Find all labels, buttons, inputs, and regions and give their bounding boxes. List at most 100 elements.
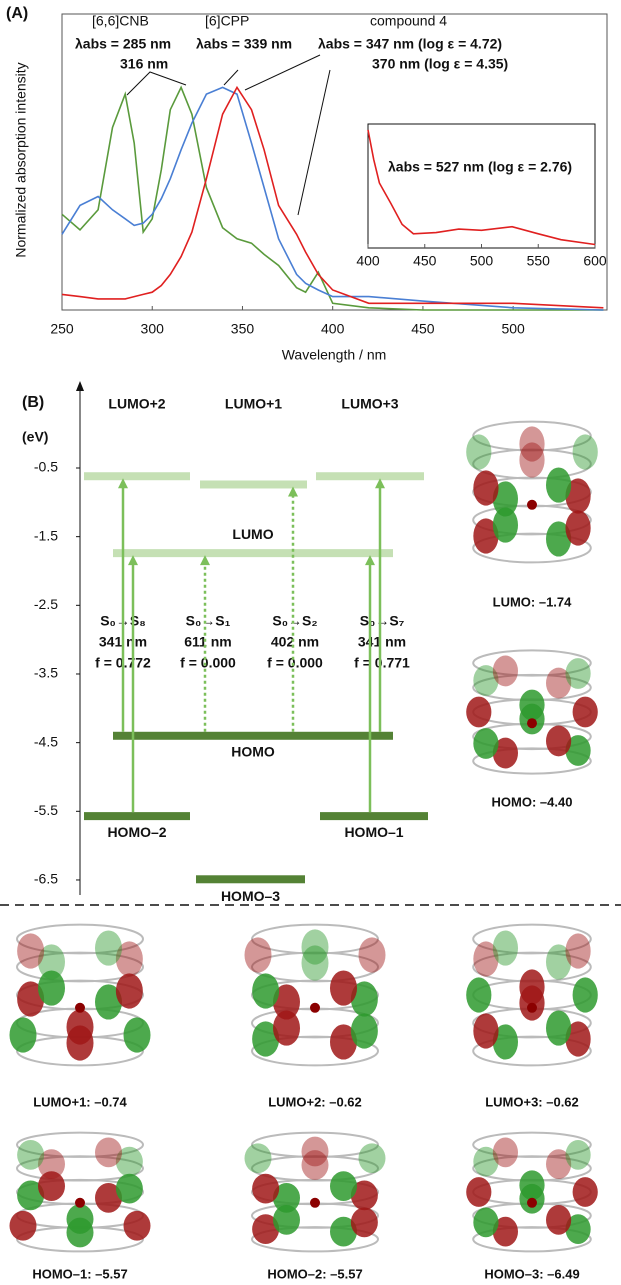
lobe bbox=[493, 930, 518, 965]
orbital-caption: LUMO: –1.74 bbox=[493, 594, 573, 609]
orbital-image bbox=[466, 1133, 598, 1252]
x-tick-label: 350 bbox=[231, 321, 255, 337]
level-label: HOMO–3 bbox=[221, 888, 280, 904]
atom bbox=[527, 1003, 537, 1013]
annotation: λabs = 347 nm (log ε = 4.72) bbox=[318, 36, 502, 52]
x-tick-label: 400 bbox=[321, 321, 345, 337]
lobe bbox=[95, 930, 122, 965]
transition-text: f = 0.771 bbox=[354, 655, 410, 671]
lobe bbox=[124, 1017, 151, 1052]
transition-text: S₀→S₇ bbox=[360, 613, 405, 629]
orbital-image bbox=[245, 1133, 386, 1252]
lobe bbox=[565, 933, 590, 968]
lobe bbox=[573, 1177, 598, 1207]
atom bbox=[75, 1003, 85, 1013]
lobe bbox=[519, 1170, 544, 1200]
orbital-caption: LUMO+2: –0.62 bbox=[268, 1094, 362, 1109]
orbital-image bbox=[10, 925, 151, 1066]
transition-text: S₀→S₂ bbox=[272, 613, 317, 629]
y-tick-label: -2.5 bbox=[34, 596, 58, 612]
orbital-caption: LUMO+1: –0.74 bbox=[33, 1094, 127, 1109]
orbital-caption: HOMO–3: –6.49 bbox=[484, 1266, 579, 1281]
inset-frame bbox=[368, 124, 595, 248]
lobe bbox=[10, 1211, 37, 1241]
orbital-image bbox=[466, 925, 598, 1066]
lobe bbox=[351, 1013, 378, 1048]
lobe bbox=[252, 973, 279, 1008]
lobe bbox=[17, 933, 44, 968]
x-tick-label: 600 bbox=[583, 253, 607, 269]
lobe bbox=[359, 1143, 386, 1173]
lobe bbox=[252, 1174, 279, 1204]
atom bbox=[527, 1198, 537, 1208]
energy-level bbox=[113, 549, 393, 557]
level-label: HOMO–2 bbox=[107, 824, 166, 840]
lobe bbox=[466, 1177, 491, 1207]
orbital-caption: LUMO+3: –0.62 bbox=[485, 1094, 579, 1109]
y-axis-title: Normalized absorption intensity bbox=[13, 62, 29, 257]
orbital-caption: HOMO–1: –5.57 bbox=[32, 1266, 127, 1281]
orbital-caption: HOMO–2: –5.57 bbox=[267, 1266, 362, 1281]
x-tick-label: 400 bbox=[356, 253, 380, 269]
annotation: 370 nm (log ε = 4.35) bbox=[372, 56, 508, 72]
lobe bbox=[116, 1174, 143, 1204]
annotation: 316 nm bbox=[120, 56, 168, 72]
x-tick-label: 500 bbox=[501, 321, 525, 337]
lobe bbox=[493, 507, 518, 542]
lobe bbox=[573, 697, 598, 728]
x-tick-label: 450 bbox=[411, 321, 435, 337]
energy-level bbox=[113, 732, 393, 740]
lobe bbox=[473, 470, 498, 505]
energy-level bbox=[84, 472, 190, 480]
lobe bbox=[473, 1208, 498, 1238]
level-label: LUMO+2 bbox=[108, 396, 165, 412]
lobe bbox=[565, 1140, 590, 1170]
y-tick-label: -1.5 bbox=[34, 527, 58, 543]
y-tick-label: -6.5 bbox=[34, 871, 58, 887]
lobe bbox=[245, 1143, 272, 1173]
lobe bbox=[10, 1017, 37, 1052]
lobe bbox=[359, 937, 386, 972]
lobe bbox=[573, 977, 598, 1012]
lobe bbox=[38, 970, 65, 1005]
lobe bbox=[573, 434, 598, 469]
x-axis-title: Wavelength / nm bbox=[282, 347, 387, 363]
lobe bbox=[38, 1171, 65, 1201]
y-tick-label: -5.5 bbox=[34, 802, 58, 818]
lobe bbox=[351, 1208, 378, 1238]
lobe bbox=[67, 1204, 94, 1234]
lobe bbox=[302, 1137, 329, 1167]
lobe bbox=[466, 434, 491, 469]
level-label: HOMO–1 bbox=[344, 824, 403, 840]
transition-text: 341 nm bbox=[358, 634, 406, 650]
annotation: λabs = 527 nm (log ε = 2.76) bbox=[388, 159, 572, 175]
lobe bbox=[302, 929, 329, 964]
lobe bbox=[519, 690, 544, 721]
axis-arrow bbox=[76, 381, 84, 391]
orbital-image bbox=[245, 925, 386, 1066]
lobe bbox=[519, 426, 544, 461]
orbital-image bbox=[10, 1133, 151, 1252]
x-tick-label: 450 bbox=[413, 253, 437, 269]
transition-text: 402 nm bbox=[271, 634, 319, 650]
annotation: λabs = 285 nm bbox=[75, 36, 171, 52]
annotation: λabs = 339 nm bbox=[196, 36, 292, 52]
lobe bbox=[67, 1009, 94, 1044]
lobe bbox=[493, 656, 518, 687]
atom bbox=[527, 718, 537, 728]
level-label: LUMO+1 bbox=[225, 396, 282, 412]
energy-level bbox=[200, 480, 307, 488]
lobe bbox=[273, 1205, 300, 1235]
x-tick-label: 550 bbox=[527, 253, 551, 269]
orbital-image bbox=[466, 650, 598, 773]
atom bbox=[310, 1003, 320, 1013]
atom bbox=[75, 1198, 85, 1208]
lobe bbox=[466, 977, 491, 1012]
lobe bbox=[466, 697, 491, 728]
y-tick-label: -3.5 bbox=[34, 665, 58, 681]
series-label: compound 4 bbox=[370, 13, 447, 29]
lobe bbox=[330, 970, 357, 1005]
lobe bbox=[493, 1138, 518, 1168]
series-label: [6,6]CNB bbox=[92, 13, 149, 29]
lobe bbox=[565, 658, 590, 689]
